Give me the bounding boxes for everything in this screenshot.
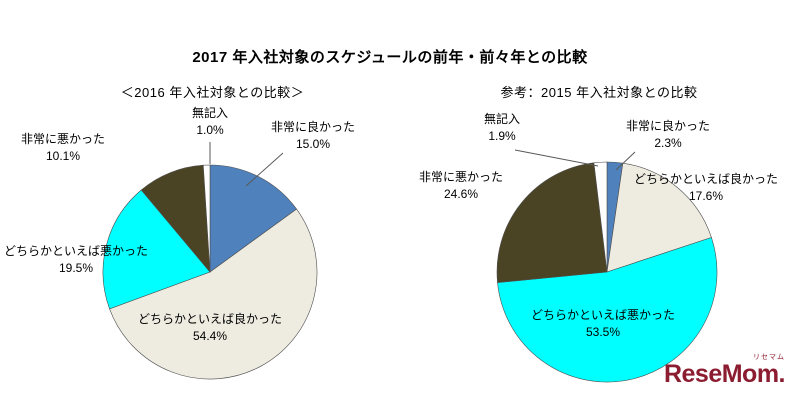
pie-slice xyxy=(209,164,297,273)
pie-slice xyxy=(593,161,608,273)
pie-slice xyxy=(102,189,211,310)
slice-label-text: 無記入 xyxy=(483,112,520,126)
slice-label-pct: 53.5% xyxy=(585,325,621,340)
page-title: 2017 年入社対象のスケジュールの前年・前々年との比較 xyxy=(192,49,588,66)
slice-label-pct: 1.0% xyxy=(196,123,224,138)
pie-slice xyxy=(606,162,712,273)
pie-slice xyxy=(496,162,608,283)
slice-label-blank-2015: 無記入 1.9% xyxy=(462,111,542,146)
slice-label-blank-2016: 無記入 1.0% xyxy=(170,105,250,140)
pie-slice xyxy=(109,208,318,380)
slice-label-pct: 17.6% xyxy=(688,189,724,204)
slice-label-pct: 15.0% xyxy=(295,137,331,152)
slice-label-rather-bad-2015: どちらかといえば悪かった 53.5% xyxy=(515,307,691,342)
chart-title-2016: ＜2016 年入社対象との比較＞ xyxy=(120,85,305,100)
slice-label-very-good-2016: 非常に良かった 15.0% xyxy=(257,119,369,154)
chart-title-2015: 参考：2015 年入社対象との比較 xyxy=(500,85,698,100)
resemom-logo-ruby: リセマム xyxy=(753,354,785,361)
slice-label-text: 非常に良かった xyxy=(270,120,355,134)
slice-label-rather-good-2015: どちらかといえば良かった 17.6% xyxy=(622,171,790,206)
slice-label-pct: 10.1% xyxy=(45,149,81,164)
slice-label-rather-bad-2016: どちらかといえば悪かった 19.5% xyxy=(0,243,152,278)
slice-label-pct: 54.4% xyxy=(192,329,228,344)
pie-slice xyxy=(497,237,718,383)
leader-line-very-good xyxy=(245,152,284,187)
slice-label-text: どちらかといえば良かった xyxy=(633,172,778,186)
slice-label-text: 無記入 xyxy=(191,106,228,120)
resemom-logo-text: ReseMom. xyxy=(663,360,786,388)
slice-label-text: 非常に良かった xyxy=(625,119,710,133)
slice-label-text: どちらかといえば悪かった xyxy=(3,244,148,258)
resemom-logo: リセマム ReseMom. xyxy=(663,352,786,388)
slice-label-pct: 19.5% xyxy=(58,261,94,276)
slice-label-text: 非常に悪かった xyxy=(20,132,105,146)
slice-label-text: どちらかといえば悪かった xyxy=(530,308,675,322)
leader-line-very-good xyxy=(615,151,636,171)
leader-lines xyxy=(514,149,636,171)
slice-label-pct: 24.6% xyxy=(443,187,479,202)
slice-label-pct: 2.3% xyxy=(654,136,682,151)
slice-label-very-good-2015: 非常に良かった 2.3% xyxy=(612,118,724,153)
leader-line-blank xyxy=(514,149,599,167)
slice-label-text: 非常に悪かった xyxy=(418,170,503,184)
pie-chart-2015 xyxy=(496,149,718,383)
pie-chart-2016 xyxy=(102,142,318,380)
slice-label-pct: 1.9% xyxy=(488,129,516,144)
leader-lines xyxy=(209,142,284,187)
slice-label-very-bad-2015: 非常に悪かった 24.6% xyxy=(405,169,517,204)
slice-label-very-bad-2016: 非常に悪かった 10.1% xyxy=(7,131,119,166)
pie-slice xyxy=(202,164,211,273)
slice-label-text: どちらかといえば良かった xyxy=(137,312,282,326)
slice-label-rather-good-2016: どちらかといえば良かった 54.4% xyxy=(115,311,305,346)
